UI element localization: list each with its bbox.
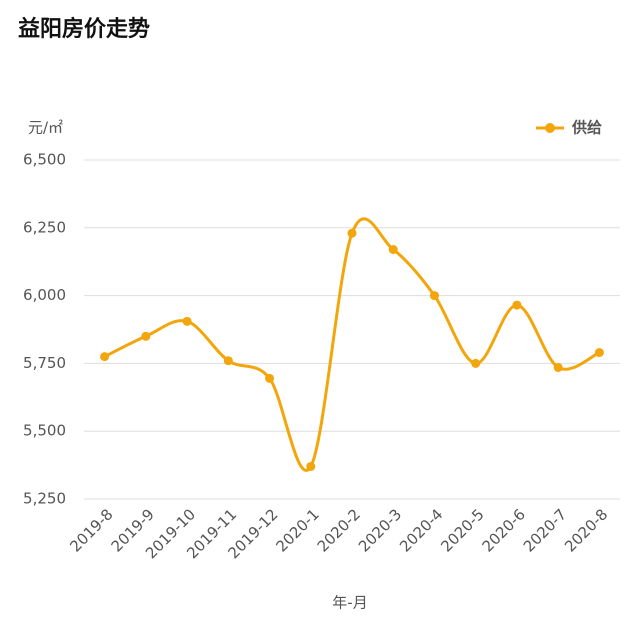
legend-label: 供给 xyxy=(571,119,602,137)
legend-marker xyxy=(545,123,555,133)
data-point xyxy=(223,356,233,366)
data-point xyxy=(553,362,563,372)
data-point xyxy=(265,373,275,383)
data-point xyxy=(306,461,316,471)
data-point xyxy=(388,244,398,254)
data-point xyxy=(512,300,522,310)
data-point xyxy=(182,316,192,326)
y-tick-label: 5,250 xyxy=(23,490,66,508)
y-tick-label: 5,500 xyxy=(23,422,66,440)
y-axis-label: 元/㎡ xyxy=(28,119,63,137)
data-point xyxy=(141,331,151,341)
y-tick-label: 5,750 xyxy=(23,354,66,372)
data-point xyxy=(100,352,110,362)
chart-title: 益阳房价走势 xyxy=(18,16,150,42)
y-tick-label: 6,500 xyxy=(23,151,66,169)
data-point xyxy=(347,228,357,238)
y-tick-label: 6,250 xyxy=(23,218,66,236)
y-tick-label: 6,000 xyxy=(23,286,66,304)
data-point xyxy=(594,348,604,358)
data-point xyxy=(471,358,481,368)
x-axis-label: 年-月 xyxy=(332,594,367,612)
data-point xyxy=(429,291,439,301)
